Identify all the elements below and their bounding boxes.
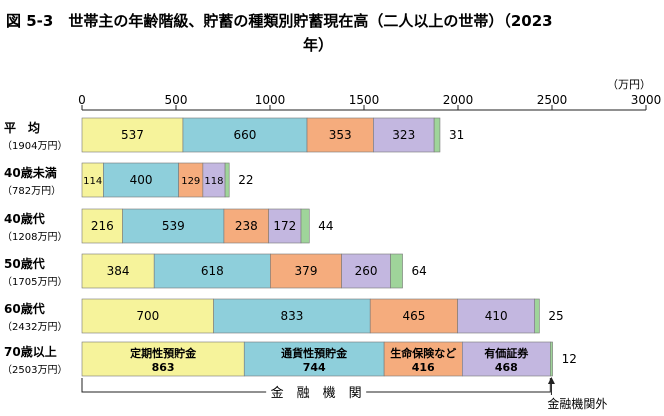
category-total-label: （2432万円） xyxy=(2,321,67,333)
bracket-label-bg xyxy=(266,383,367,401)
bar-segment xyxy=(268,208,302,244)
bar-segment xyxy=(122,208,225,244)
category-label: 40歳代 xyxy=(4,211,45,226)
bar-segment xyxy=(81,208,123,244)
data-label: 260 xyxy=(355,264,378,278)
chart-title-line1: 図 5-3 世帯主の年齢階級、貯蓄の種類別貯蓄現在高（二人以上の世帯）（2023 xyxy=(6,12,553,30)
chart-title-line2: 年） xyxy=(303,36,333,54)
data-label: 384 xyxy=(107,264,130,278)
bar-segment xyxy=(153,253,271,289)
bracket-label: 金 融 機 関 xyxy=(271,385,362,401)
bar-segment xyxy=(462,341,551,377)
bar-segment xyxy=(390,253,403,289)
bar-segment xyxy=(270,253,342,289)
data-label: 353 xyxy=(329,128,352,142)
bar-segment xyxy=(369,298,458,334)
x-axis: 0 500 1000 1500 2000 2500 3000 xyxy=(78,93,662,111)
bar-segment xyxy=(550,341,553,377)
data-label: 465 xyxy=(402,309,425,323)
x-tick-label: 0 xyxy=(78,93,86,107)
x-tick-label: 3000 xyxy=(631,93,662,107)
series-name-label: 生命保険など xyxy=(390,346,456,360)
bar-segment xyxy=(81,117,184,153)
data-label: 863 xyxy=(152,361,175,374)
outside-arrow-head xyxy=(547,377,555,384)
data-label: 537 xyxy=(121,128,144,142)
category-total-label: （1904万円） xyxy=(2,140,67,152)
data-label: 618 xyxy=(201,264,224,278)
x-tick-label: 2000 xyxy=(443,93,474,107)
bar-segment xyxy=(383,341,463,377)
x-tick-label: 2500 xyxy=(537,93,568,107)
data-label: 400 xyxy=(130,173,153,187)
data-label: 31 xyxy=(449,128,464,142)
series-name-label: 定期性預貯金 xyxy=(130,346,197,360)
data-label: 44 xyxy=(318,219,333,233)
category-labels: 平 均 （1904万円） 40歳未満 （782万円） 40歳代 （1208万円） 50歳代 （… xyxy=(2,120,67,376)
bar-segment xyxy=(223,208,269,244)
data-label: 238 xyxy=(235,219,258,233)
category-label: 40歳未満 xyxy=(4,165,57,180)
series-name-label: 有価証券 xyxy=(484,346,529,360)
unit-label: （万円） xyxy=(607,78,651,91)
bar-segment xyxy=(243,341,385,377)
data-label: 114 xyxy=(83,176,102,187)
bar-segment xyxy=(182,117,308,153)
data-label: 468 xyxy=(495,361,518,374)
data-label: 22 xyxy=(238,173,253,187)
category-total-label: （1208万円） xyxy=(2,231,67,243)
bar-segment xyxy=(300,208,310,244)
data-label: 539 xyxy=(162,219,185,233)
data-label: 129 xyxy=(181,176,200,187)
bar-segment xyxy=(81,253,155,289)
series-name-label: 通貨性預貯金 xyxy=(281,346,348,360)
x-tick-label: 1500 xyxy=(349,93,380,107)
data-label: 323 xyxy=(392,128,415,142)
bar-segment xyxy=(433,117,441,153)
bar-segment xyxy=(81,298,214,334)
data-label: 12 xyxy=(562,352,577,366)
data-label: 416 xyxy=(412,361,435,374)
bar-segment xyxy=(81,341,245,377)
data-label: 410 xyxy=(485,309,508,323)
bar-segment xyxy=(178,162,204,198)
bar-segment xyxy=(341,253,391,289)
category-label: 50歳代 xyxy=(4,256,45,271)
bar-segment xyxy=(224,162,230,198)
category-label: 60歳代 xyxy=(4,301,45,316)
x-tick-label: 500 xyxy=(165,93,188,107)
bar-segment xyxy=(457,298,536,334)
bar-segment xyxy=(534,298,540,334)
bar-segment xyxy=(103,162,179,198)
category-label: 平 均 xyxy=(4,120,40,135)
category-total-label: （782万円） xyxy=(2,185,61,197)
data-label: 216 xyxy=(91,219,114,233)
data-label: 172 xyxy=(273,219,296,233)
data-label: 833 xyxy=(280,309,303,323)
outside-label: 金融機関外 xyxy=(547,396,607,411)
data-label: 25 xyxy=(548,309,563,323)
category-total-label: （2503万円） xyxy=(2,364,67,376)
bar-segment xyxy=(213,298,371,334)
data-label: 379 xyxy=(295,264,318,278)
bars: 537 660 353 323 31 114 400 129 118 22 216 539 238 172… xyxy=(81,117,577,377)
data-label: 660 xyxy=(234,128,257,142)
data-label: 64 xyxy=(412,264,427,278)
data-label: 118 xyxy=(204,176,223,187)
data-label: 744 xyxy=(303,361,326,374)
x-tick-label: 1000 xyxy=(255,93,286,107)
category-label: 70歳以上 xyxy=(4,344,57,359)
data-label: 700 xyxy=(136,309,159,323)
category-total-label: （1705万円） xyxy=(2,276,67,288)
